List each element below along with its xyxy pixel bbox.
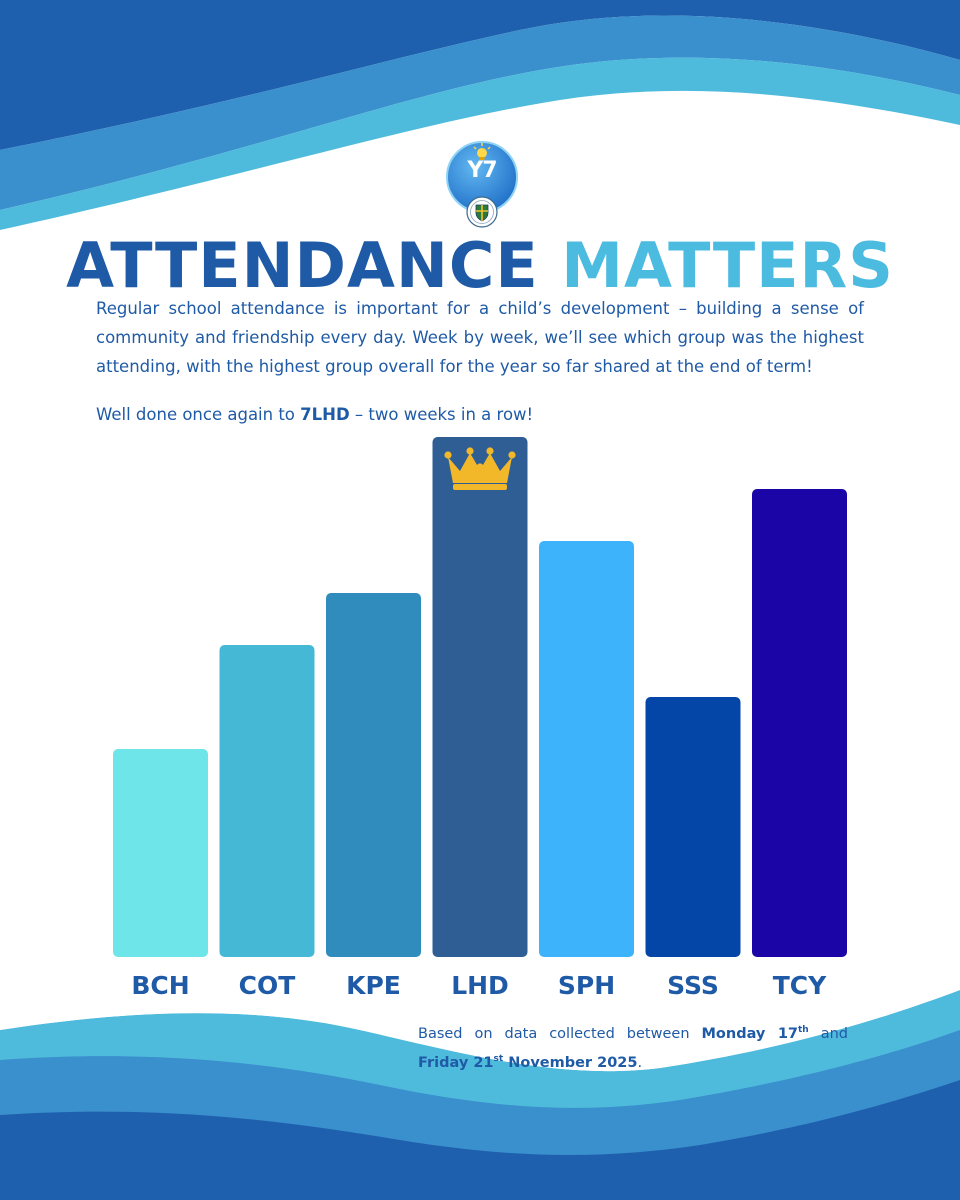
category-label-bch: BCH xyxy=(131,971,189,1000)
footnote-period: . xyxy=(637,1054,643,1071)
category-label-cot: COT xyxy=(239,971,296,1000)
data-footnote: Based on data collected between Monday 1… xyxy=(418,1018,848,1076)
well-done-line: Well done once again to 7LHD – two weeks… xyxy=(96,400,864,429)
well-done-prefix: Well done once again to xyxy=(96,405,301,424)
bottom-wave-outer xyxy=(0,1080,960,1200)
title-part-2: MATTERS xyxy=(561,229,894,302)
bar-sph xyxy=(539,541,634,957)
footnote-start-suffix: th xyxy=(798,1025,809,1035)
lightbulb-icon xyxy=(473,143,491,160)
bar-bch xyxy=(113,749,208,957)
footnote-end-date: Friday 21st November 2025 xyxy=(418,1053,638,1071)
footnote-start-date: Monday 17th xyxy=(701,1025,809,1042)
bar-tcy xyxy=(752,489,847,957)
school-crest-icon xyxy=(466,196,498,228)
category-label-sph: SPH xyxy=(558,971,615,1000)
category-label-sss: SSS xyxy=(667,971,719,1000)
well-done-suffix: – two weeks in a row! xyxy=(349,405,534,424)
logo-text: Y7 xyxy=(467,158,497,183)
intro-paragraph: Regular school attendance is important f… xyxy=(96,299,864,376)
footnote-end-rest: November 2025 xyxy=(503,1054,638,1071)
category-label-lhd: LHD xyxy=(451,971,509,1000)
top-wave-outer xyxy=(0,0,960,150)
title-part-1: ATTENDANCE xyxy=(66,229,539,302)
page-title: ATTENDANCE MATTERS xyxy=(0,226,960,306)
well-done-group: 7LHD xyxy=(300,405,350,424)
y7-logo: Y7 xyxy=(445,140,519,214)
crown-icon xyxy=(444,447,516,490)
bar-cot xyxy=(219,645,315,957)
bar-lhd xyxy=(432,437,528,957)
footnote-end-suffix: st xyxy=(493,1053,504,1064)
footnote-prefix: Based on data collected between xyxy=(418,1025,702,1042)
category-label-kpe: KPE xyxy=(346,971,401,1000)
top-wave-mid xyxy=(0,15,960,210)
bottom-wave-white-gap xyxy=(0,975,960,1072)
footnote-end-day: Friday 21 xyxy=(418,1054,494,1071)
top-wave-inner xyxy=(0,57,960,231)
footnote-start-day: Monday 17 xyxy=(701,1025,799,1042)
footnote-middle: and xyxy=(808,1025,848,1042)
bar-sss xyxy=(645,697,741,957)
bar-kpe xyxy=(326,593,421,957)
category-label-tcy: TCY xyxy=(773,971,827,1000)
